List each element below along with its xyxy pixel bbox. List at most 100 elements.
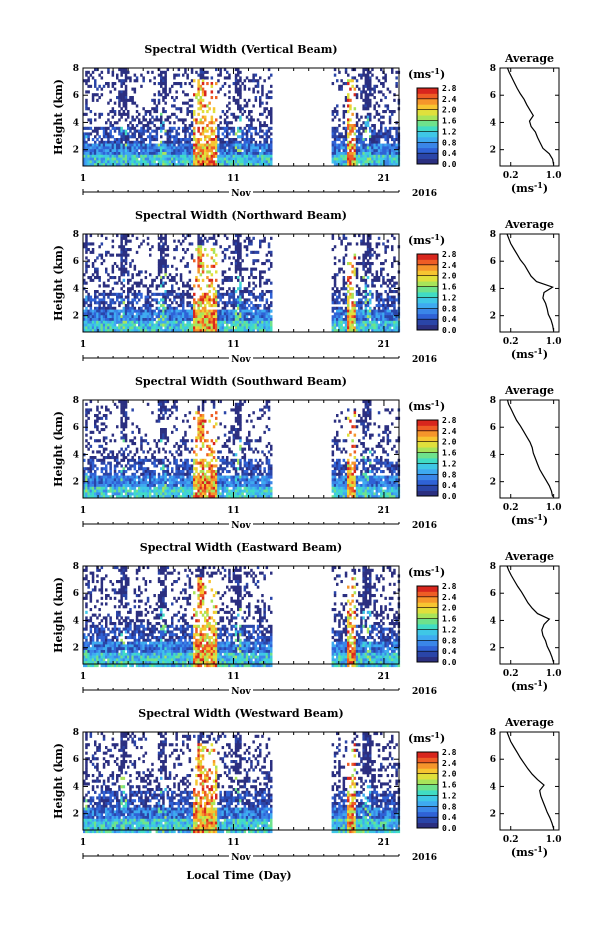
y-axis-label: Height (km) bbox=[52, 743, 65, 819]
colorbar-swatch bbox=[417, 790, 438, 796]
y-tick-label: 8 bbox=[73, 64, 79, 74]
colorbar-swatch bbox=[417, 264, 438, 271]
average-x-tick-label: 0.2 bbox=[503, 171, 519, 181]
y-tick-label: 6 bbox=[73, 91, 79, 101]
colorbar-unit-exp: -1 bbox=[431, 730, 440, 740]
colorbar-tick-label: 0.8 bbox=[442, 304, 457, 313]
average-frame bbox=[499, 233, 560, 333]
x-tick-label: 1 bbox=[80, 506, 86, 516]
panels-group: Spectral Width (Vertical Beam) 2 4 6 8 Height… bbox=[52, 43, 561, 863]
colorbar-swatch bbox=[417, 88, 438, 94]
y-tick-label: 6 bbox=[73, 755, 79, 765]
average-x-label-close: ) bbox=[543, 680, 548, 693]
colorbar-tick-label: 1.2 bbox=[442, 293, 457, 302]
colorbar-tick-label: 1.2 bbox=[442, 127, 457, 136]
colorbar-unit-base: (ms bbox=[408, 400, 431, 413]
colorbar-unit-close: ) bbox=[440, 68, 445, 81]
month-label: Nov bbox=[231, 189, 251, 199]
x-axis-title: Local Time (Day) bbox=[186, 869, 291, 882]
y-axis-label: Height (km) bbox=[52, 411, 65, 487]
colorbar-tick-label: 2.4 bbox=[442, 261, 457, 270]
y-tick-label: 4 bbox=[73, 284, 79, 294]
colorbar-swatch bbox=[417, 811, 438, 818]
colorbar-swatch bbox=[417, 270, 438, 277]
colorbar-swatch bbox=[417, 452, 438, 459]
panel-frame bbox=[82, 67, 400, 167]
colorbar-swatch bbox=[417, 153, 438, 159]
colorbar-swatch bbox=[417, 757, 438, 764]
average-x-tick-label: 1.0 bbox=[546, 669, 562, 679]
colorbar-tick-label: 1.6 bbox=[442, 781, 457, 790]
y-tick-label: 8 bbox=[73, 562, 79, 572]
colorbar-swatch bbox=[417, 463, 438, 470]
colorbar-swatch bbox=[417, 752, 438, 758]
heatmap-field bbox=[83, 68, 401, 167]
y-axis-label: Height (km) bbox=[52, 577, 65, 653]
average-y-tick-label: 4 bbox=[490, 616, 496, 626]
average-x-label: (ms-1) bbox=[511, 346, 548, 361]
colorbar-swatch bbox=[417, 613, 438, 619]
x-tick-label: 1 bbox=[80, 174, 86, 184]
colorbar-swatch bbox=[417, 93, 438, 100]
year-label: 2016 bbox=[412, 189, 437, 199]
colorbar-tick-label: 2.0 bbox=[442, 604, 457, 613]
x-tick-label: 11 bbox=[227, 506, 240, 516]
colorbar-swatch bbox=[417, 474, 438, 481]
average-y-tick-label: 8 bbox=[490, 230, 496, 240]
colorbar-swatch bbox=[417, 420, 438, 426]
colorbar-tick-label: 1.2 bbox=[442, 625, 457, 634]
y-tick-label: 2 bbox=[73, 312, 79, 322]
panel-frame bbox=[82, 731, 400, 831]
average-y-tick-label: 4 bbox=[490, 450, 496, 460]
x-tick-label: 1 bbox=[80, 838, 86, 848]
colorbar-swatch bbox=[417, 275, 438, 282]
colorbar-tick-label: 0.8 bbox=[442, 636, 457, 645]
colorbar-swatch bbox=[417, 817, 438, 823]
average-title: Average bbox=[504, 384, 554, 397]
colorbar: 0.0 0.4 0.8 1.21.6 2.0 2.4 2.8 (ms-1) bbox=[408, 564, 457, 667]
colorbar-swatch bbox=[417, 485, 438, 491]
colorbar-tick-label: 0.0 bbox=[442, 326, 457, 335]
colorbar-tick-label: 2.0 bbox=[442, 770, 457, 779]
colorbar-tick-label: 2.8 bbox=[442, 582, 457, 591]
average-profile-line bbox=[506, 731, 555, 829]
colorbar-swatch bbox=[417, 602, 438, 609]
colorbar-unit-exp: -1 bbox=[431, 232, 440, 242]
colorbar-tick-label: 0.8 bbox=[442, 470, 457, 479]
colorbar-unit: (ms-1) bbox=[408, 564, 445, 579]
average-y-tick-label: 2 bbox=[490, 146, 496, 156]
average-profile-line bbox=[506, 233, 555, 331]
colorbar-swatch bbox=[417, 629, 438, 636]
average-y-tick-label: 6 bbox=[490, 91, 496, 101]
average-y-tick-label: 4 bbox=[490, 284, 496, 294]
month-label: Nov bbox=[231, 355, 251, 365]
average-x-tick-label: 0.2 bbox=[503, 669, 519, 679]
x-tick-label: 11 bbox=[227, 340, 240, 350]
average-title: Average bbox=[504, 218, 554, 231]
month-label-bg bbox=[229, 187, 253, 197]
colorbar-unit: (ms-1) bbox=[408, 730, 445, 745]
colorbar-unit-exp: -1 bbox=[431, 66, 440, 76]
average-x-label: (ms-1) bbox=[511, 180, 548, 195]
colorbar-swatch bbox=[417, 441, 438, 448]
average-x-label: (ms-1) bbox=[511, 844, 548, 859]
colorbar-swatch bbox=[417, 596, 438, 603]
average-y-tick-label: 6 bbox=[490, 257, 496, 267]
colorbar-unit: (ms-1) bbox=[408, 398, 445, 413]
colorbar-swatch bbox=[417, 131, 438, 138]
year-label: 2016 bbox=[412, 355, 437, 365]
colorbar-swatch bbox=[417, 109, 438, 116]
average-profile-line bbox=[506, 67, 555, 165]
colorbar-tick-label: 2.0 bbox=[442, 438, 457, 447]
average-y-tick-label: 8 bbox=[490, 396, 496, 406]
colorbar-tick-label: 2.0 bbox=[442, 272, 457, 281]
average-x-label-base: (ms bbox=[511, 680, 534, 693]
colorbar-swatch bbox=[417, 115, 438, 121]
colorbar-swatch bbox=[417, 768, 438, 775]
colorbar-swatch bbox=[417, 779, 438, 785]
average-x-label-close: ) bbox=[543, 182, 548, 195]
month-label: Nov bbox=[231, 687, 251, 697]
colorbar-unit-close: ) bbox=[440, 234, 445, 247]
